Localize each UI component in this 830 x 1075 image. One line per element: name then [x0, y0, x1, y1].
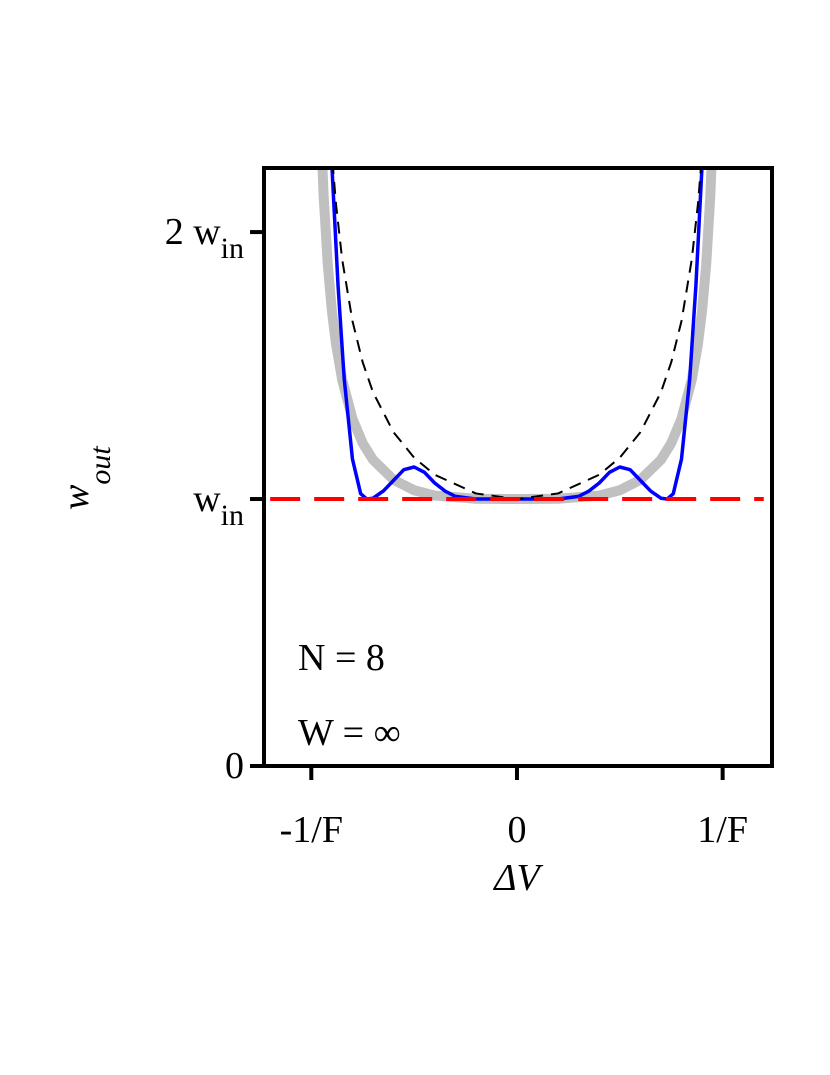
x-axis-label: ΔV: [492, 857, 543, 899]
y-axis-label-main: w: [55, 484, 97, 510]
y-tick-label-main: 2 w: [165, 211, 222, 253]
y-tick-label: 2 win: [165, 211, 244, 265]
annotation: W = ∞: [298, 712, 401, 754]
series-line: [332, 168, 702, 501]
annotation: N = 8: [298, 637, 385, 679]
series-line: [317, 168, 717, 505]
y-tick-label: win: [193, 478, 244, 532]
plot-area: [270, 168, 764, 505]
y-tick-label-sub: in: [221, 232, 244, 265]
y-tick-label-main: w: [193, 478, 221, 520]
y-tick-label-sub: in: [221, 499, 244, 532]
y-axis-label: wout: [55, 446, 117, 510]
y-tick-label: 0: [225, 745, 244, 787]
series-line: [330, 168, 704, 501]
x-tick-label: -1/F: [280, 809, 343, 851]
x-tick-label: 0: [507, 809, 526, 851]
y-axis-label-sub: out: [84, 446, 117, 485]
x-tick-label: 1/F: [697, 809, 748, 851]
